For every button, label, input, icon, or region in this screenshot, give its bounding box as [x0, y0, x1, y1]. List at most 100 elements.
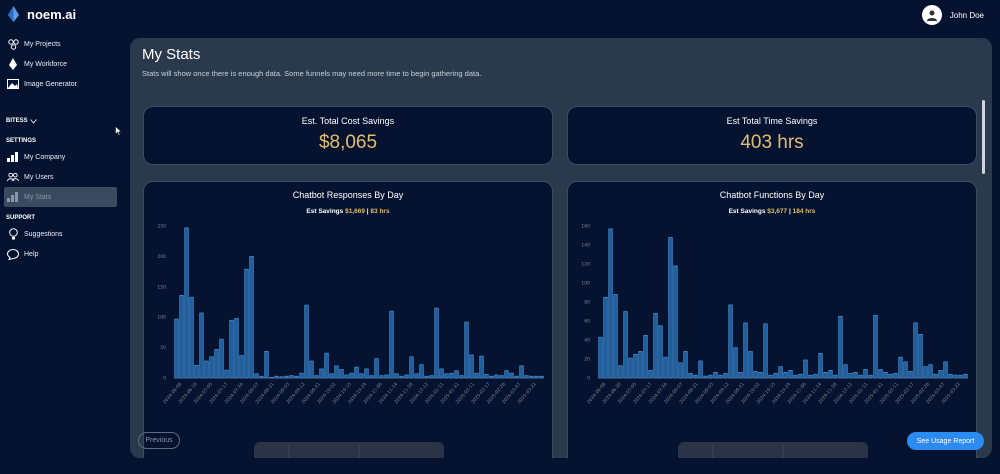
chart-bar[interactable] [733, 347, 738, 379]
see-usage-report-button[interactable]: See Usage Report [907, 432, 984, 450]
chart-bar[interactable] [269, 377, 274, 379]
chart-bar[interactable] [494, 374, 499, 379]
chart-bar[interactable] [319, 368, 324, 379]
chart-bar[interactable] [354, 366, 359, 379]
chart-bar[interactable] [598, 336, 603, 379]
chart-bar[interactable] [948, 373, 953, 379]
chart-bar[interactable] [534, 375, 539, 379]
sidebar-item-my-users[interactable]: My Users [0, 167, 122, 187]
chart-controls[interactable] [678, 442, 868, 458]
sidebar-item-my-projects[interactable]: My Projects [0, 34, 122, 54]
chart-bar[interactable] [788, 370, 793, 379]
chart-bar[interactable] [209, 356, 214, 379]
chart-bar[interactable] [668, 237, 673, 379]
chart-bar[interactable] [793, 374, 798, 379]
chart-bar[interactable] [184, 227, 189, 379]
avatar[interactable] [921, 5, 942, 25]
chart-bar[interactable] [938, 370, 943, 379]
chart-bar[interactable] [274, 375, 279, 379]
chart-bar[interactable] [234, 318, 239, 379]
chart-bar[interactable] [409, 356, 414, 379]
chart-bar[interactable] [753, 371, 758, 379]
chart-bar[interactable] [923, 366, 928, 379]
chart-bar[interactable] [823, 372, 828, 379]
chart-bar[interactable] [539, 375, 544, 379]
chart-bar[interactable] [214, 349, 219, 379]
chart-bar[interactable] [658, 325, 663, 379]
chart-bar[interactable] [678, 362, 683, 379]
chart-bar[interactable] [628, 357, 633, 379]
chart-bar[interactable] [194, 364, 199, 379]
chart-bar[interactable] [374, 358, 379, 379]
chart-bar[interactable] [918, 334, 923, 379]
chart-bar[interactable] [524, 375, 529, 379]
chart-bar[interactable] [683, 351, 688, 379]
chart-bar[interactable] [479, 355, 484, 379]
chart-bar[interactable] [189, 296, 194, 379]
chart-bar[interactable] [713, 372, 718, 379]
chart-bar[interactable] [459, 375, 464, 379]
chart-bar[interactable] [394, 373, 399, 379]
chart-bar[interactable] [878, 369, 883, 379]
chart-bar[interactable] [439, 368, 444, 379]
chart-bar[interactable] [818, 353, 823, 379]
chart-bar[interactable] [913, 322, 918, 379]
chart-bar[interactable] [768, 374, 773, 379]
chart-bar[interactable] [703, 375, 708, 379]
chart-bar[interactable] [648, 370, 653, 379]
chart-bar[interactable] [309, 360, 314, 379]
chart-bar[interactable] [633, 353, 638, 379]
chart-bar[interactable] [778, 366, 783, 379]
chart-bar[interactable] [469, 354, 474, 379]
sidebar-item-suggestions[interactable]: Suggestions [0, 224, 122, 244]
chart-bar[interactable] [344, 374, 349, 379]
chart-bar[interactable] [514, 375, 519, 379]
chart-bar[interactable] [249, 256, 254, 379]
chart-bar[interactable] [613, 294, 618, 379]
sidebar-item-my-stats[interactable]: My Stats [4, 187, 117, 207]
chart-bar[interactable] [339, 369, 344, 379]
scrollbar[interactable] [982, 100, 985, 174]
chart-bar[interactable] [324, 352, 329, 379]
chart-bar[interactable] [763, 323, 768, 379]
chart-bar[interactable] [618, 365, 623, 379]
chart-bar[interactable] [519, 365, 524, 379]
user-menu[interactable]: John Doe [921, 5, 984, 25]
chart-bar[interactable] [653, 313, 658, 379]
chart-bar[interactable] [908, 371, 913, 379]
chart-bar[interactable] [454, 370, 459, 379]
chart-bar[interactable] [888, 373, 893, 379]
app-logo[interactable]: noem.ai [8, 6, 76, 22]
chart-bar[interactable] [199, 312, 204, 379]
chart-bar[interactable] [748, 351, 753, 379]
chart-bar[interactable] [698, 360, 703, 379]
chart-bar[interactable] [529, 375, 534, 379]
chart-bar[interactable] [728, 304, 733, 379]
chart-bar[interactable] [349, 372, 354, 379]
chart-bar[interactable] [314, 375, 319, 379]
chart-bar[interactable] [623, 311, 628, 379]
chart-bar[interactable] [509, 372, 514, 379]
chart-bar[interactable] [813, 373, 818, 379]
chart-bar[interactable] [389, 310, 394, 379]
chart-bar[interactable] [928, 364, 933, 379]
chart-bar[interactable] [848, 372, 853, 379]
chart-bar[interactable] [424, 375, 429, 379]
chart-bar[interactable] [773, 372, 778, 379]
chart-bar[interactable] [204, 360, 209, 379]
chart-bar[interactable] [254, 373, 259, 379]
chart-bar[interactable] [673, 265, 678, 379]
chart-bar[interactable] [499, 375, 504, 379]
chart-bar[interactable] [803, 359, 808, 379]
chart-bar[interactable] [943, 361, 948, 379]
chart-bar[interactable] [364, 368, 369, 379]
chart-bar[interactable] [264, 350, 269, 379]
chart-bar[interactable] [229, 319, 234, 379]
chart-bar[interactable] [893, 372, 898, 379]
chart-bar[interactable] [933, 373, 938, 379]
chart-bar[interactable] [284, 375, 289, 379]
chart-bar[interactable] [444, 373, 449, 379]
chart-bar[interactable] [304, 304, 309, 379]
chart-bar[interactable] [758, 372, 763, 379]
chart-bar[interactable] [434, 307, 439, 379]
